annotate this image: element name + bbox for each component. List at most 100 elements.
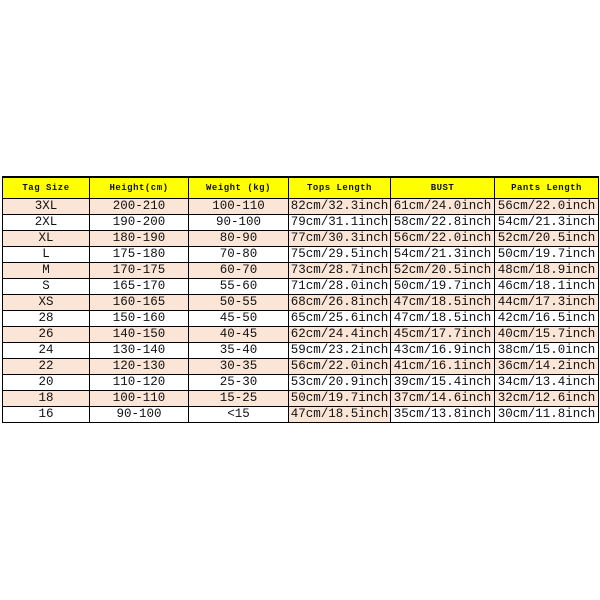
table-cell-24-tag-size: 24 [2,342,90,359]
table-cell-16-bust: 35cm/13.8inch [390,406,495,423]
table-cell-20-pants-length: 34cm/13.4inch [494,374,599,391]
table-cell-16-tag-size: 16 [2,406,90,423]
table-cell-xs-pants-length: 44cm/17.3inch [494,294,599,311]
table-cell-xl-height-cm: 180-190 [89,230,189,247]
column-header-pants-length: Pants Length [494,176,599,199]
table-cell-20-bust: 39cm/15.4inch [390,374,495,391]
table-cell-24-height-cm: 130-140 [89,342,189,359]
table-cell-m-bust: 52cm/20.5inch [390,262,495,279]
table-cell-24-tops-length: 59cm/23.2inch [288,342,391,359]
table-cell-l-bust: 54cm/21.3inch [390,246,495,263]
table-cell-20-height-cm: 110-120 [89,374,189,391]
table-cell-3xl-tops-length: 82cm/32.3inch [288,198,391,215]
column-header-tag-size: Tag Size [2,176,90,199]
table-cell-xl-tag-size: XL [2,230,90,247]
table-cell-xl-weight-kg: 80-90 [188,230,289,247]
table-cell-26-height-cm: 140-150 [89,326,189,343]
table-cell-28-tops-length: 65cm/25.6inch [288,310,391,327]
table-cell-l-pants-length: 50cm/19.7inch [494,246,599,263]
table-cell-s-height-cm: 165-170 [89,278,189,295]
table-cell-16-weight-kg: <15 [188,406,289,423]
table-cell-s-bust: 50cm/19.7inch [390,278,495,295]
table-row-2xl: 2XL 190-200 90-100 79cm/31.1inch 58cm/22.8in… [2,214,599,231]
table-row-18: 18 100-110 15-25 50cm/19.7inch 37cm/14.6inch… [2,390,599,407]
table-cell-22-tops-length: 56cm/22.0inch [288,358,391,375]
table-cell-3xl-height-cm: 200-210 [89,198,189,215]
table-cell-26-pants-length: 40cm/15.7inch [494,326,599,343]
table-row-24: 24 130-140 35-40 59cm/23.2inch 43cm/16.9inch… [2,342,599,359]
column-header-height-cm: Height(cm) [89,176,189,199]
table-row-16: 16 90-100 <15 47cm/18.5inch 35cm/13.8inch 30c… [2,406,599,423]
table-cell-18-tag-size: 18 [2,390,90,407]
table-cell-22-tag-size: 22 [2,358,90,375]
table-row-m: M 170-175 60-70 73cm/28.7inch 52cm/20.5inch 4… [2,262,599,279]
table-cell-xs-height-cm: 160-165 [89,294,189,311]
table-row-xl: XL 180-190 80-90 77cm/30.3inch 56cm/22.0inch… [2,230,599,247]
table-cell-24-pants-length: 38cm/15.0inch [494,342,599,359]
table-cell-18-weight-kg: 15-25 [188,390,289,407]
table-cell-xl-pants-length: 52cm/20.5inch [494,230,599,247]
table-cell-16-height-cm: 90-100 [89,406,189,423]
table-cell-22-bust: 41cm/16.1inch [390,358,495,375]
column-header-weight-kg: Weight (kg) [188,176,289,199]
table-cell-2xl-tops-length: 79cm/31.1inch [288,214,391,231]
size-chart-table: Tag Size Height(cm) Weight (kg) Tops Length… [2,176,599,423]
table-cell-28-height-cm: 150-160 [89,310,189,327]
table-cell-xs-tag-size: XS [2,294,90,311]
table-cell-xs-bust: 47cm/18.5inch [390,294,495,311]
table-header-row: Tag Size Height(cm) Weight (kg) Tops Length… [2,176,599,199]
table-cell-l-height-cm: 175-180 [89,246,189,263]
table-cell-18-pants-length: 32cm/12.6inch [494,390,599,407]
table-cell-24-weight-kg: 35-40 [188,342,289,359]
table-cell-m-tops-length: 73cm/28.7inch [288,262,391,279]
table-cell-18-bust: 37cm/14.6inch [390,390,495,407]
table-row-28: 28 150-160 45-50 65cm/25.6inch 47cm/18.5inch… [2,310,599,327]
table-cell-18-height-cm: 100-110 [89,390,189,407]
table-row-s: S 165-170 55-60 71cm/28.0inch 50cm/19.7inch 4… [2,278,599,295]
table-cell-m-pants-length: 48cm/18.9inch [494,262,599,279]
table-cell-16-pants-length: 30cm/11.8inch [494,406,599,423]
table-head: Tag Size Height(cm) Weight (kg) Tops Length… [2,176,599,199]
table-cell-2xl-pants-length: 54cm/21.3inch [494,214,599,231]
table-cell-26-weight-kg: 40-45 [188,326,289,343]
table-cell-20-tops-length: 53cm/20.9inch [288,374,391,391]
table-cell-28-pants-length: 42cm/16.5inch [494,310,599,327]
table-cell-26-bust: 45cm/17.7inch [390,326,495,343]
table-cell-l-tops-length: 75cm/29.5inch [288,246,391,263]
table-row-26: 26 140-150 40-45 62cm/24.4inch 45cm/17.7inch… [2,326,599,343]
table-cell-22-pants-length: 36cm/14.2inch [494,358,599,375]
table-cell-3xl-tag-size: 3XL [2,198,90,215]
table-cell-26-tag-size: 26 [2,326,90,343]
column-header-tops-length: Tops Length [288,176,391,199]
table-cell-m-weight-kg: 60-70 [188,262,289,279]
table-cell-24-bust: 43cm/16.9inch [390,342,495,359]
table-cell-m-height-cm: 170-175 [89,262,189,279]
table-row-xs: XS 160-165 50-55 68cm/26.8inch 47cm/18.5inch… [2,294,599,311]
table-cell-2xl-weight-kg: 90-100 [188,214,289,231]
table-cell-xl-bust: 56cm/22.0inch [390,230,495,247]
table-cell-2xl-tag-size: 2XL [2,214,90,231]
table-row-20: 20 110-120 25-30 53cm/20.9inch 39cm/15.4inch… [2,374,599,391]
table-cell-m-tag-size: M [2,262,90,279]
table-cell-28-tag-size: 28 [2,310,90,327]
table-cell-22-weight-kg: 30-35 [188,358,289,375]
table-cell-28-weight-kg: 45-50 [188,310,289,327]
table-cell-xs-weight-kg: 50-55 [188,294,289,311]
table-cell-16-tops-length: 47cm/18.5inch [288,406,391,423]
column-header-bust: BUST [390,176,495,199]
table-row-l: L 175-180 70-80 75cm/29.5inch 54cm/21.3inch 5… [2,246,599,263]
table-cell-26-tops-length: 62cm/24.4inch [288,326,391,343]
table-cell-3xl-weight-kg: 100-110 [188,198,289,215]
table-cell-22-height-cm: 120-130 [89,358,189,375]
table-body: 3XL 200-210 100-110 82cm/32.3inch 61cm/24.0i… [2,198,599,423]
table-row-3xl: 3XL 200-210 100-110 82cm/32.3inch 61cm/24.0i… [2,198,599,215]
table-cell-28-bust: 47cm/18.5inch [390,310,495,327]
table-cell-20-tag-size: 20 [2,374,90,391]
table-cell-3xl-pants-length: 56cm/22.0inch [494,198,599,215]
table-cell-s-tag-size: S [2,278,90,295]
table-cell-2xl-height-cm: 190-200 [89,214,189,231]
table-cell-2xl-bust: 58cm/22.8inch [390,214,495,231]
table-cell-s-weight-kg: 55-60 [188,278,289,295]
table-cell-s-pants-length: 46cm/18.1inch [494,278,599,295]
